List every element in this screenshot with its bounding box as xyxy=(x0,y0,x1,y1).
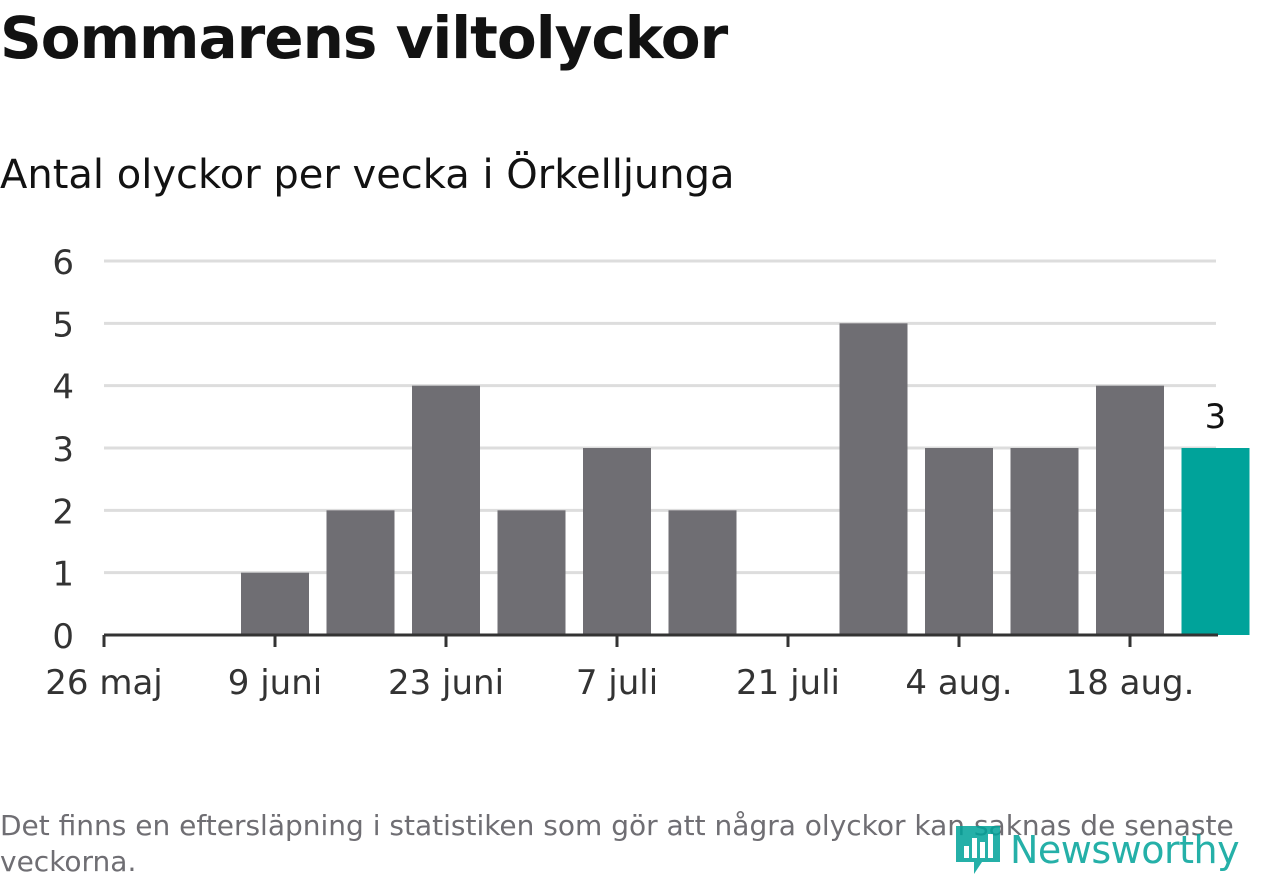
bar xyxy=(583,448,651,635)
bar-chart: 0 1 2 3 4 5 6 26 maj 9 juni 23 juni 7 juli 21 juli… xyxy=(45,243,1250,703)
bars xyxy=(241,323,1250,635)
y-tick-label: 5 xyxy=(52,305,74,345)
y-tick-label: 0 xyxy=(52,617,74,657)
chart-title: Sommarens viltolyckor xyxy=(0,4,728,72)
bar xyxy=(412,385,480,635)
y-tick-label: 1 xyxy=(52,555,74,595)
y-tick-label: 2 xyxy=(52,492,74,532)
bar xyxy=(925,448,993,635)
chart-subtitle: Antal olyckor per vecka i Örkelljunga xyxy=(0,152,735,198)
bar xyxy=(241,572,309,635)
newsworthy-logo-icon xyxy=(956,826,1000,874)
x-axis: 26 maj 9 juni 23 juni 7 juli 21 juli 4 aug. 18… xyxy=(45,633,1218,703)
bar xyxy=(326,510,395,635)
x-tick-label: 4 aug. xyxy=(905,663,1012,703)
footnote: Det finns en eftersläpning i statistiken… xyxy=(0,809,1234,878)
bar xyxy=(1096,385,1164,635)
bar xyxy=(1010,448,1079,635)
y-tick-label: 6 xyxy=(52,243,74,283)
x-tick-label: 23 juni xyxy=(388,663,504,703)
y-tick-label: 4 xyxy=(52,368,74,408)
y-axis-ticks: 0 1 2 3 4 5 6 xyxy=(52,243,74,657)
y-tick-label: 3 xyxy=(52,430,74,470)
bar xyxy=(668,510,737,635)
x-tick-label: 7 juli xyxy=(576,663,658,703)
x-tick-label: 18 aug. xyxy=(1066,663,1195,703)
x-tick-label: 26 maj xyxy=(45,663,162,703)
newsworthy-logo: Newsworthy xyxy=(952,822,1240,878)
bar xyxy=(1181,448,1250,635)
data-labels: 3 xyxy=(1205,397,1227,437)
logo-text: Newsworthy xyxy=(1010,828,1240,872)
bar xyxy=(839,323,908,635)
bar xyxy=(497,510,566,635)
x-tick-label: 21 juli xyxy=(736,663,840,703)
x-tick-label: 9 juni xyxy=(228,663,322,703)
data-label: 3 xyxy=(1205,397,1227,437)
